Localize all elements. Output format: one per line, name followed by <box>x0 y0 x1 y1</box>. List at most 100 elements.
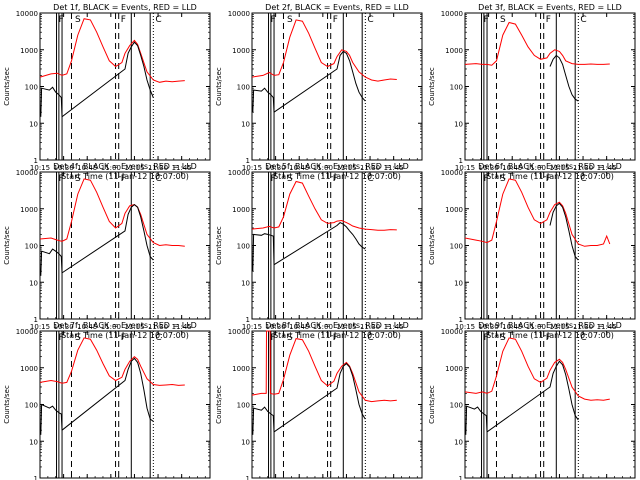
y-tick-label: 10000 <box>441 328 463 336</box>
x-tick-label: 10:30 <box>266 323 286 331</box>
interval-marker-label: F <box>121 333 126 343</box>
events-series-line <box>549 202 579 261</box>
panel-title: Det 2f, BLACK = Events, RED = LLD <box>265 3 409 12</box>
y-tick-label: 10 <box>454 279 463 287</box>
interval-marker-label: F <box>546 333 551 343</box>
panel-2: Det 2f, BLACK = Events, RED = LLD Counts/… <box>215 3 423 181</box>
x-axis-label: Start Time (11-Jan-12 10:07:00) <box>61 172 189 181</box>
y-tick-label: 1 <box>459 157 463 165</box>
x-tick-label: 11:00 <box>313 164 333 172</box>
axes-frame <box>464 12 636 161</box>
panel-9: Det 9f, BLACK = Events, RED = LLD Counts/… <box>428 321 636 480</box>
x-tick-label: 11:45 <box>597 323 617 331</box>
interval-marker-label: F <box>59 174 64 184</box>
y-tick-label: 1 <box>246 157 250 165</box>
interval-marker-label: S <box>500 174 506 184</box>
x-tick-label: 11:45 <box>172 323 192 331</box>
x-tick-label: 10:30 <box>479 164 499 172</box>
interval-marker-label: C <box>367 333 373 343</box>
y-tick-label: 100 <box>450 402 463 410</box>
axes-frame <box>39 12 211 161</box>
x-tick-label: 10:45 <box>502 164 522 172</box>
lld-series-line <box>251 180 397 231</box>
y-tick-label: 1000 <box>20 47 38 55</box>
y-tick-label: 1000 <box>232 365 250 373</box>
events-series-line <box>40 41 154 118</box>
interval-marker-label: S <box>75 15 81 25</box>
y-tick-label: 10 <box>454 438 463 446</box>
x-tick-label: 11:30 <box>360 164 380 172</box>
y-tick-label: 10000 <box>16 328 38 336</box>
lld-series-line <box>39 18 185 83</box>
events-series-line <box>252 50 366 114</box>
lld-series-line <box>39 178 185 247</box>
x-tick-label: 11:00 <box>101 323 121 331</box>
x-tick-label: 11:15 <box>124 164 144 172</box>
y-tick-label: 100 <box>237 243 250 251</box>
events-series-line <box>465 360 579 435</box>
interval-marker-label: S <box>287 174 293 184</box>
y-tick-label: 100 <box>237 402 250 410</box>
x-tick-label: 10:15 <box>242 164 262 172</box>
x-tick-label: 11:15 <box>124 323 144 331</box>
y-tick-label: 10000 <box>441 10 463 18</box>
x-tick-label: 11:30 <box>360 323 380 331</box>
interval-marker-label: C <box>155 15 161 25</box>
x-tick-label: 11:15 <box>549 164 569 172</box>
panel-7: Det 7f, BLACK = Events, RED = LLD Counts/… <box>3 321 211 480</box>
interval-marker-label: F <box>121 174 126 184</box>
x-axis-label: Start Time (11-Jan-12 10:07:00) <box>273 172 401 181</box>
y-tick-label: 10000 <box>16 10 38 18</box>
y-tick-label: 10 <box>29 279 38 287</box>
y-tick-label: 100 <box>237 84 250 92</box>
x-axis-label: Start Time (11-Jan-12 10:07:00) <box>486 172 614 181</box>
axes-frame <box>39 171 211 320</box>
y-tick-label: 1000 <box>232 206 250 214</box>
interval-marker-label: S <box>500 333 506 343</box>
x-tick-label: 10:30 <box>479 323 499 331</box>
y-tick-label: 1000 <box>445 365 463 373</box>
y-tick-label: 1 <box>34 475 38 480</box>
x-tick-label: 11:30 <box>148 323 168 331</box>
y-axis-label: Counts/sec <box>428 385 436 424</box>
y-tick-label: 10000 <box>228 328 250 336</box>
x-axis-label: Start Time (11-Jan-12 10:07:00) <box>273 331 401 340</box>
y-tick-label: 10 <box>29 438 38 446</box>
x-tick-label: 11:45 <box>384 164 404 172</box>
x-tick-label: 11:30 <box>573 323 593 331</box>
interval-marker-label: F <box>271 333 276 343</box>
y-axis-label: Counts/sec <box>215 385 223 424</box>
interval-marker-label: F <box>271 15 276 25</box>
axes-frame <box>251 171 423 320</box>
interval-marker-label: C <box>155 174 161 184</box>
y-tick-label: 1 <box>246 475 250 480</box>
panel-title: Det 9f, BLACK = Events, RED = LLD <box>478 321 622 330</box>
y-tick-label: 1000 <box>445 47 463 55</box>
y-tick-label: 10 <box>454 120 463 128</box>
y-axis-label: Counts/sec <box>215 67 223 106</box>
y-tick-label: 1 <box>246 316 250 324</box>
y-tick-label: 10 <box>29 120 38 128</box>
x-tick-label: 10:45 <box>77 323 97 331</box>
lld-series-line <box>464 21 610 66</box>
panel-title: Det 8f, BLACK = Events, RED = LLD <box>265 321 409 330</box>
y-tick-label: 10000 <box>441 169 463 177</box>
x-tick-label: 10:15 <box>455 323 475 331</box>
y-tick-label: 10000 <box>16 169 38 177</box>
y-axis-label: Counts/sec <box>3 67 11 106</box>
x-axis-label: Start Time (11-Jan-12 10:07:00) <box>61 331 189 340</box>
interval-marker-label: C <box>367 174 373 184</box>
panel-title: Det 4f, BLACK = Events, RED = LLD <box>53 162 197 171</box>
y-tick-label: 1000 <box>20 365 38 373</box>
y-tick-label: 1000 <box>445 206 463 214</box>
y-tick-label: 1 <box>459 316 463 324</box>
x-tick-label: 10:45 <box>502 323 522 331</box>
interval-marker-label: F <box>59 15 64 25</box>
panel-title: Det 6f, BLACK = Events, RED = LLD <box>478 162 622 171</box>
interval-marker-label: F <box>121 15 126 25</box>
events-series-line <box>40 357 154 435</box>
panel-title: Det 3f, BLACK = Events, RED = LLD <box>478 3 622 12</box>
events-series-line <box>252 221 366 272</box>
y-tick-label: 1 <box>34 157 38 165</box>
interval-marker-label: S <box>75 174 81 184</box>
